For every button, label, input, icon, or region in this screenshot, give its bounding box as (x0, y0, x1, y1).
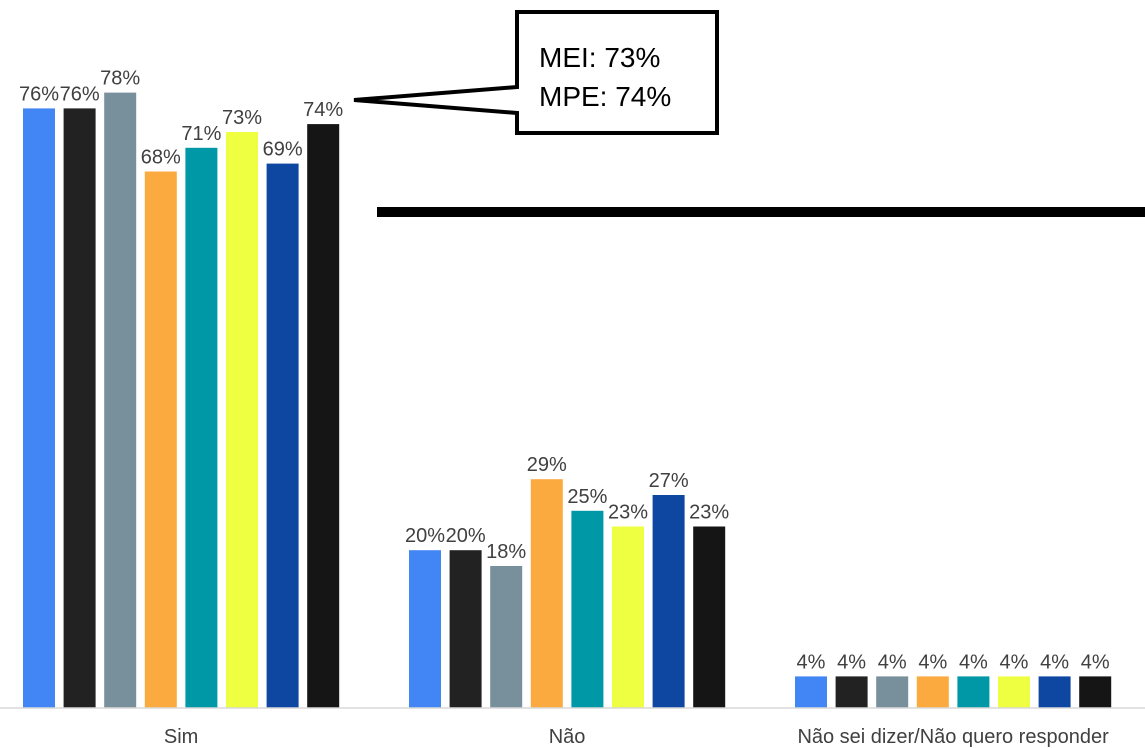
category-labels-layer: Sim Não Não sei dizer/Não quero responder (164, 726, 1109, 748)
bar-0-4 (185, 147, 218, 709)
category-label-0: Sim (164, 726, 198, 748)
bar-0-0 (23, 108, 55, 708)
data-label-0-7: 74% (303, 99, 343, 121)
data-label-1-0: 20% (405, 525, 445, 547)
bar-1-7 (693, 526, 726, 708)
data-labels-layer: 76% 76%78%68%71%73%69%74%20% 20%18%29%25%2… (19, 68, 1110, 674)
data-label-1-5: 23% (608, 502, 648, 524)
data-label-1-6: 27% (649, 470, 689, 492)
data-label-0-5: 73% (222, 107, 262, 129)
bar-1-4 (571, 510, 604, 709)
separator-bar (377, 207, 1145, 217)
data-label-2-6: 4% (1040, 651, 1069, 673)
bar-2-2 (876, 676, 909, 708)
data-label-2-2: 4% (878, 651, 907, 673)
bar-0-1 (63, 108, 96, 708)
data-label-0-1: 76% (60, 83, 100, 105)
bar-1-3 (530, 479, 563, 708)
bar-0-2 (104, 92, 137, 709)
data-label-1-2: 18% (486, 541, 526, 563)
bar-1-0 (409, 550, 441, 708)
category-label-1: Não (549, 726, 586, 748)
data-label-1-3: 29% (527, 454, 567, 476)
data-label-0-2: 78% (100, 68, 140, 90)
data-label-0-4: 71% (181, 123, 221, 145)
data-label-1-7: 23% (689, 502, 729, 524)
bar-2-0 (795, 676, 827, 708)
bar-0-6 (266, 163, 299, 709)
bar-2-4 (957, 676, 990, 708)
data-label-1-4: 25% (567, 486, 607, 508)
bar-2-6 (1038, 676, 1071, 708)
data-label-2-5: 4% (1000, 651, 1029, 673)
callout-annotation: MEI: 73% MPE: 74% (353, 10, 719, 135)
callout-line-mpe: MPE: 74% (539, 81, 671, 112)
bar-1-2 (490, 566, 523, 708)
data-label-0-0: 76% (19, 83, 59, 105)
callout-box (353, 10, 719, 135)
data-label-2-1: 4% (837, 651, 866, 673)
bar-2-1 (835, 676, 868, 708)
bar-1-5 (612, 526, 644, 708)
bar-1-1 (449, 550, 482, 708)
data-label-2-3: 4% (918, 651, 947, 673)
data-label-2-0: 4% (797, 651, 826, 673)
bar-0-7 (307, 124, 340, 709)
callout-line-mei: MEI: 73% (539, 42, 660, 73)
data-label-1-1: 20% (446, 525, 486, 547)
bar-2-5 (998, 676, 1030, 708)
bar-0-3 (144, 171, 177, 708)
data-label-0-3: 68% (141, 147, 181, 169)
data-label-2-4: 4% (959, 651, 988, 673)
bar-1-6 (652, 495, 685, 708)
data-label-0-6: 69% (263, 139, 303, 161)
bar-0-5 (226, 132, 258, 708)
category-label-2: Não sei dizer/Não quero responder (797, 726, 1109, 748)
data-label-2-7: 4% (1081, 651, 1110, 673)
bars-layer (23, 92, 1112, 709)
bar-2-7 (1079, 676, 1112, 708)
bar-2-3 (916, 676, 949, 708)
